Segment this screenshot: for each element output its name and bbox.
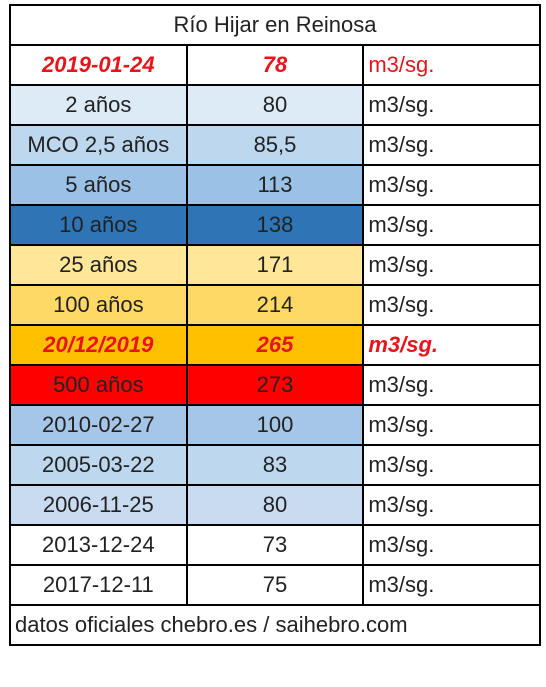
data-row: 100 años 214 m3/sg.	[9, 284, 541, 326]
data-row: 2019-01-24 78 m3/sg.	[9, 44, 541, 86]
row-unit: m3/sg.	[362, 484, 541, 526]
footer-text: datos oficiales chebro.es / saihebro.com	[9, 604, 541, 646]
table-title: Río Hijar en Reinosa	[9, 4, 541, 46]
row-unit: m3/sg.	[362, 324, 541, 366]
row-unit: m3/sg.	[362, 84, 541, 126]
row-value: 83	[185, 444, 365, 486]
row-value: 85,5	[185, 124, 365, 166]
data-row: 2 años 80 m3/sg.	[9, 84, 541, 126]
row-unit: m3/sg.	[362, 204, 541, 246]
row-value: 214	[185, 284, 365, 326]
row-label: 2013-12-24	[9, 524, 188, 566]
row-value: 273	[185, 364, 365, 406]
row-unit: m3/sg.	[362, 564, 541, 606]
row-unit: m3/sg.	[362, 44, 541, 86]
data-row: 2005-03-22 83 m3/sg.	[9, 444, 541, 486]
row-label: 2017-12-11	[9, 564, 188, 606]
row-label: 100 años	[9, 284, 188, 326]
row-value: 100	[185, 404, 365, 446]
row-label: 2 años	[9, 84, 188, 126]
row-value: 265	[185, 324, 365, 366]
data-row: 25 años 171 m3/sg.	[9, 244, 541, 286]
row-label: 20/12/2019	[9, 324, 188, 366]
row-unit: m3/sg.	[362, 284, 541, 326]
data-row: 500 años 273 m3/sg.	[9, 364, 541, 406]
row-value: 80	[185, 84, 365, 126]
data-row: 2013-12-24 73 m3/sg.	[9, 524, 541, 566]
row-unit: m3/sg.	[362, 164, 541, 206]
data-row: 2010-02-27 100 m3/sg.	[9, 404, 541, 446]
row-value: 80	[185, 484, 365, 526]
row-value: 78	[185, 44, 365, 86]
data-row: MCO 2,5 años 85,5 m3/sg.	[9, 124, 541, 166]
row-unit: m3/sg.	[362, 524, 541, 566]
table-body: Río Hijar en Reinosa 2019-01-24 78 m3/sg. 2…	[9, 4, 541, 646]
data-row: 10 años 138 m3/sg.	[9, 204, 541, 246]
data-row: 2006-11-25 80 m3/sg.	[9, 484, 541, 526]
row-value: 75	[185, 564, 365, 606]
data-row: 2017-12-11 75 m3/sg.	[9, 564, 541, 606]
footer-row: datos oficiales chebro.es / saihebro.com	[9, 604, 541, 646]
title-row: Río Hijar en Reinosa	[9, 4, 541, 46]
data-row: 20/12/2019 265 m3/sg.	[9, 324, 541, 366]
row-value: 73	[185, 524, 365, 566]
row-unit: m3/sg.	[362, 444, 541, 486]
row-label: MCO 2,5 años	[9, 124, 188, 166]
row-label: 500 años	[9, 364, 188, 406]
row-label: 5 años	[9, 164, 188, 206]
row-unit: m3/sg.	[362, 124, 541, 166]
row-label: 2019-01-24	[9, 44, 188, 86]
row-unit: m3/sg.	[362, 364, 541, 406]
data-row: 5 años 113 m3/sg.	[9, 164, 541, 206]
row-unit: m3/sg.	[362, 244, 541, 286]
row-value: 138	[185, 204, 365, 246]
row-label: 25 años	[9, 244, 188, 286]
row-value: 171	[185, 244, 365, 286]
table-wrap: Río Hijar en Reinosa 2019-01-24 78 m3/sg. 2…	[9, 4, 541, 646]
table: Río Hijar en Reinosa 2019-01-24 78 m3/sg. 2…	[9, 4, 541, 646]
row-value: 113	[185, 164, 365, 206]
row-label: 2005-03-22	[9, 444, 188, 486]
row-label: 10 años	[9, 204, 188, 246]
row-label: 2010-02-27	[9, 404, 188, 446]
row-unit: m3/sg.	[362, 404, 541, 446]
row-label: 2006-11-25	[9, 484, 188, 526]
